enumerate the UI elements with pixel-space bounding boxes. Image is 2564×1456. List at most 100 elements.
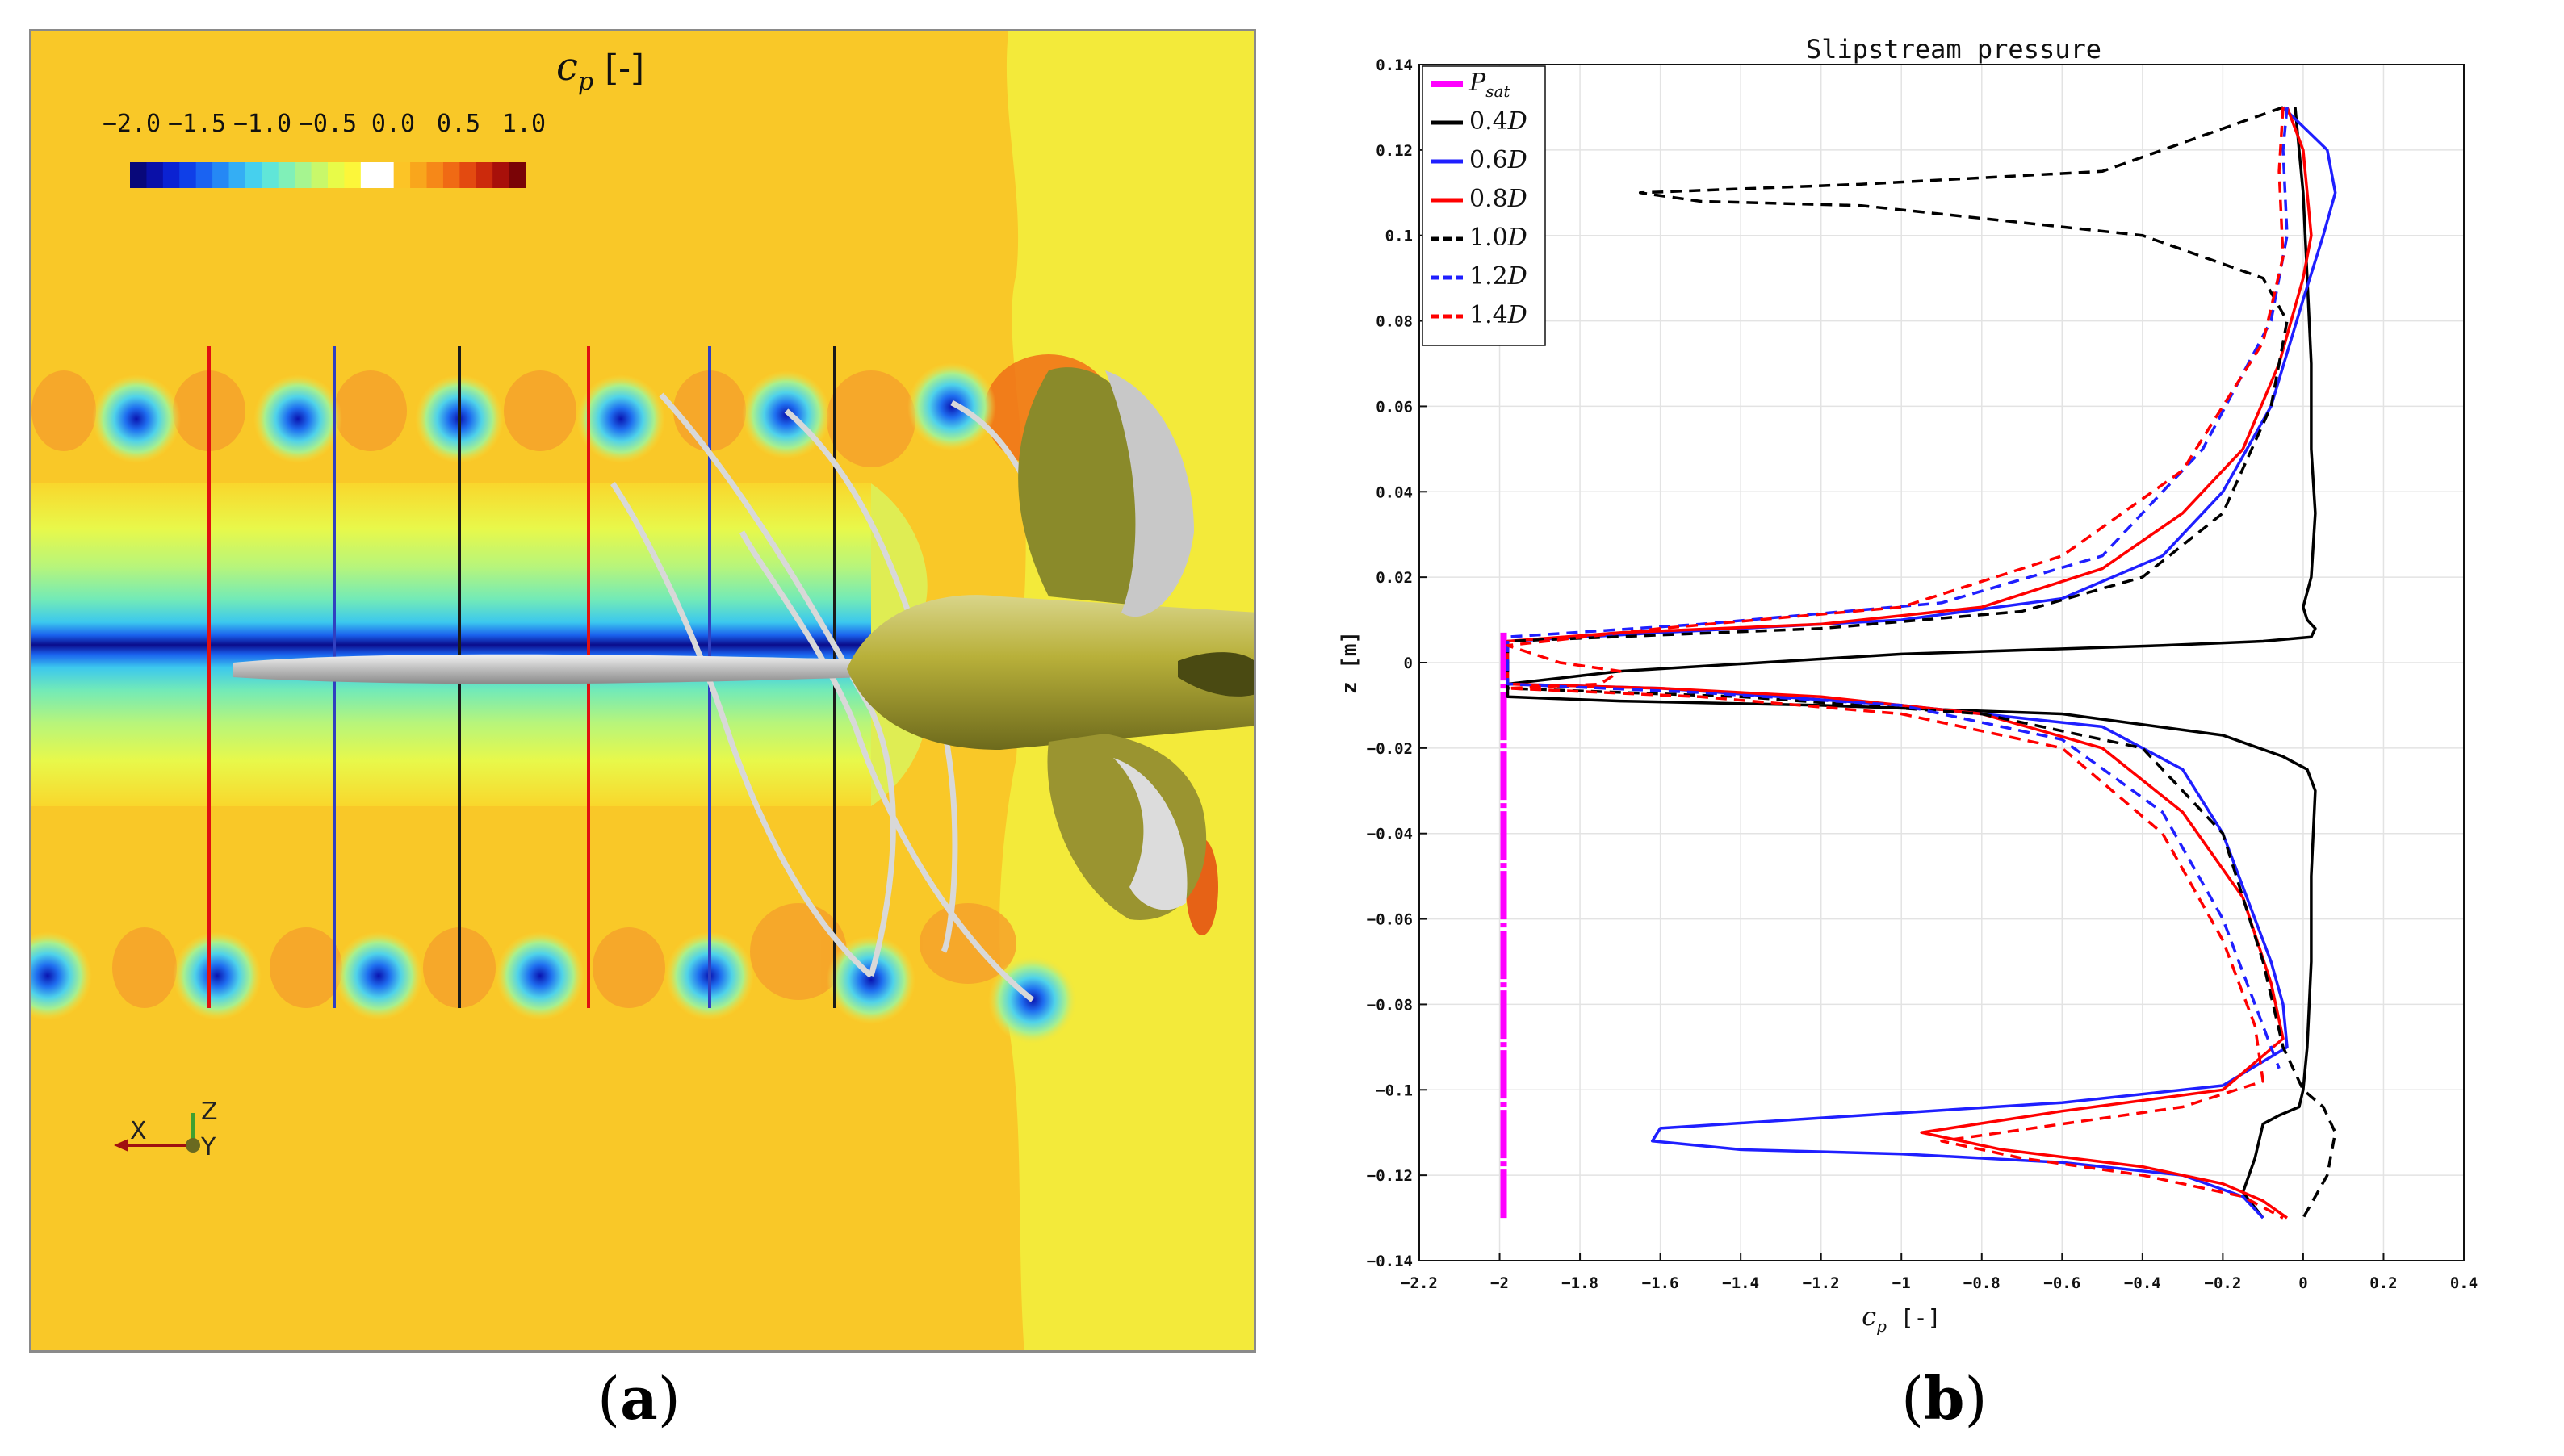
legend-box: [1422, 65, 1546, 346]
y-tick-label: 0.06: [1376, 398, 1413, 416]
colorbar-swatch: [295, 162, 312, 188]
legend-entry: 0.8D: [1469, 185, 1527, 213]
contour-plot-panel: cp [-] −2.0 −1.5 −1.0 −0.5 0.0 0.5 1.0 Z X Y: [29, 29, 1256, 1353]
x-tick-label: 0.4: [2450, 1274, 2478, 1292]
x-axis-unit: [-]: [1900, 1304, 1942, 1331]
colorbar-swatch: [344, 162, 362, 188]
colorbar-swatch: [195, 162, 213, 188]
colorbar-tick-label: −1.0: [233, 110, 291, 138]
x-tick-label: −1.2: [1803, 1274, 1840, 1292]
y-tick-label: 0: [1404, 655, 1413, 672]
x-tick-label: −1: [1892, 1274, 1911, 1292]
line-chart-panel: Slipstream pressure −2.2 −2 −1.8 −1.6 −1.4 −1…: [1324, 16, 2564, 1340]
colorbar-tick-label: −1.5: [168, 110, 226, 138]
series-line-1-2D: [1506, 107, 2289, 1069]
colorbar-tick-label: −0.5: [299, 110, 357, 138]
y-tick-label: 0.08: [1376, 313, 1413, 331]
colorbar-swatch: [426, 162, 444, 188]
y-tick-label: −0.14: [1367, 1253, 1413, 1270]
colorbar-swatch: [278, 162, 295, 188]
colorbar-title-subscript: p: [578, 68, 593, 96]
y-tick-label: 0.12: [1376, 142, 1413, 160]
series-line-1-4D: [1506, 107, 2285, 1220]
legend-entry: 1.0D: [1469, 224, 1527, 252]
colorbar-swatch: [212, 162, 230, 188]
contour-plot-svg: cp [-] −2.0 −1.5 −1.0 −0.5 0.0 0.5 1.0 Z X Y: [31, 31, 1254, 1350]
x-axis-label: cp [-]: [1862, 1301, 1941, 1336]
colorbar-swatch: [245, 162, 262, 188]
colorbar-swatch: [162, 162, 180, 188]
panel-label-b: (b): [1901, 1364, 1988, 1433]
y-tick-label: 0.02: [1376, 569, 1413, 587]
colorbar-swatch: [509, 162, 526, 188]
legend-entry: 1.2D: [1469, 262, 1527, 291]
series-line-0-8D: [1506, 107, 2313, 1220]
x-tick-label: −0.8: [1963, 1274, 2001, 1292]
axis-label-y: Y: [200, 1133, 216, 1161]
axis-label-z: Z: [201, 1098, 218, 1126]
chart-title: Slipstream pressure: [1806, 34, 2101, 65]
hub-vortex-tube: [233, 654, 863, 684]
x-axis-label-subscript: p: [1876, 1316, 1887, 1336]
colorbar-title: c: [556, 44, 578, 90]
y-tick-label: −0.08: [1367, 996, 1413, 1014]
colorbar-swatch: [410, 162, 428, 188]
panel-label-a: (a): [597, 1364, 681, 1433]
x-tick-label: −1.4: [1722, 1274, 1759, 1292]
x-tick-label: −0.2: [2205, 1274, 2242, 1292]
colorbar-tick-label: −2.0: [103, 110, 161, 138]
series-line-0-4D: [1506, 107, 2317, 1220]
colorbar-swatch: [360, 162, 378, 188]
colorbar: cp [-] −2.0 −1.5 −1.0 −0.5 0.0 0.5 1.0: [103, 44, 644, 188]
axis-triad: Z X Y: [114, 1098, 218, 1161]
y-tick-label: −0.02: [1367, 740, 1413, 758]
colorbar-tick-label: 1.0: [502, 110, 546, 138]
colorbar-swatch: [262, 162, 279, 188]
y-tick-label: 0.14: [1376, 56, 1413, 74]
x-tick-label: −2.2: [1401, 1274, 1438, 1292]
x-tick-label: −1.8: [1561, 1274, 1598, 1292]
y-tick-label: −0.06: [1367, 911, 1413, 929]
legend-entry: Psat: [1468, 69, 1510, 101]
colorbar-tick-label: 0.5: [437, 110, 480, 138]
colorbar-swatch: [179, 162, 197, 188]
series-line-1-0D: [1506, 106, 2337, 1219]
y-tick-label: −0.12: [1367, 1167, 1413, 1185]
y-tick-label: 0.1: [1385, 228, 1413, 245]
series-line-0-6D: [1506, 106, 2337, 1220]
tip-vortex-cores: [31, 362, 1077, 1044]
colorbar-swatch: [228, 162, 246, 188]
colorbar-swatch: [492, 162, 510, 188]
colorbar-swatch: [328, 162, 346, 188]
colorbar-swatch: [442, 162, 460, 188]
x-tick-label: −0.6: [2043, 1274, 2080, 1292]
legend-entry: 1.4D: [1469, 301, 1527, 329]
x-tick-label: 0: [2298, 1274, 2307, 1292]
legend-entry: 0.4D: [1469, 107, 1527, 136]
x-tick-label: −1.6: [1642, 1274, 1679, 1292]
colorbar-swatch: [476, 162, 493, 188]
y-tick-label: −0.1: [1376, 1082, 1413, 1099]
axis-label-x: X: [130, 1117, 147, 1145]
x-axis-label-unit: [1887, 1304, 1900, 1331]
x-axis-label-symbol: c: [1862, 1301, 1876, 1332]
colorbar-tick-label: 0.0: [371, 110, 415, 138]
x-tick-label: 0.2: [2369, 1274, 2397, 1292]
wake-contour-band: [31, 483, 871, 806]
x-tick-label: −2: [1490, 1274, 1509, 1292]
line-chart-svg: Slipstream pressure −2.2 −2 −1.8 −1.6 −1.4 −1…: [1338, 34, 2478, 1336]
svg-text:cp: cp: [556, 44, 593, 96]
colorbar-swatch: [146, 162, 164, 188]
y-tick-label: 0.04: [1376, 483, 1413, 501]
colorbar-unit: [-]: [605, 48, 644, 89]
x-tick-label: −0.4: [2124, 1274, 2161, 1292]
y-axis-label: z [m]: [1338, 631, 1362, 694]
colorbar-swatch: [459, 162, 477, 188]
colorbar-swatch: [311, 162, 329, 188]
colorbar-swatch: [393, 162, 411, 188]
y-tick-label: −0.04: [1367, 826, 1413, 843]
colorbar-swatch: [130, 162, 148, 188]
propeller-geometry: [847, 367, 1254, 920]
colorbar-swatch: [377, 162, 395, 188]
legend-entry: 0.6D: [1469, 146, 1527, 174]
